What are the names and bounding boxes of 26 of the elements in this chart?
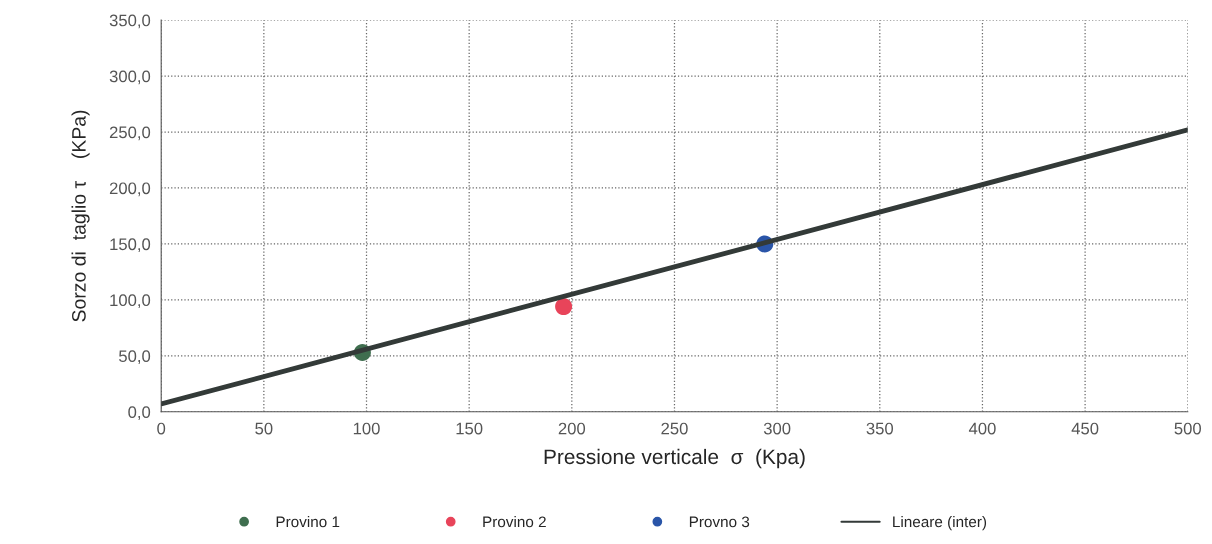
y-axis-title: Sorzo di taglio τ (KPa) [71,110,90,322]
x-tick-label: 50 [255,422,273,435]
legend-label: Provino 2 [483,516,546,528]
y-tick-label: 250,0 [109,126,151,141]
y-tick-label: 150,0 [110,238,151,253]
legend-label: Provino 1 [276,516,340,528]
x-axis-title: Pressione verticale σ (Kpa) [544,448,805,469]
x-tick-label: 400 [968,422,996,435]
y-tick-label: 350,0 [109,14,151,29]
y-tick-label: 300,0 [109,70,151,85]
x-tick-label: 300 [763,422,791,435]
point [555,298,573,316]
legend-label: Lineare (inter) [893,516,987,531]
x-tick-label: 500 [1174,422,1202,435]
x-tick-label: 100 [353,422,380,435]
y-tick-label: 100,0 [110,294,151,309]
x-tick-label: 150 [456,422,483,435]
x-tick-label: 450 [1071,422,1099,435]
x-tick-label: 350 [866,422,894,435]
legend-label: Provno 3 [689,516,750,528]
y-tick-label: 200,0 [109,182,151,197]
x-tick-label: 250 [661,422,688,435]
y-tick-label: 0,0 [128,406,151,420]
x-tick-label: 200 [558,422,586,435]
y-tick-label: 50,0 [119,350,151,365]
x-tick-label: 0 [157,422,166,435]
